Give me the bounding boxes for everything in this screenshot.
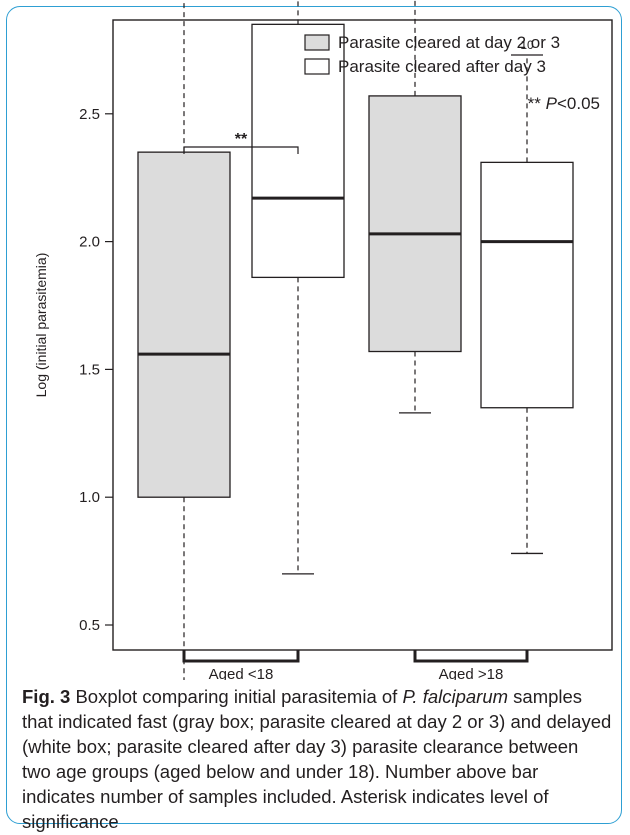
figure-frame (6, 6, 622, 824)
group-bracket (413, 650, 529, 663)
y-tick-label: 1.0 (79, 489, 100, 506)
box-iqr (480, 161, 574, 409)
caption-text-2: samples that indicated fast (gray box; p… (22, 686, 612, 832)
plot-area-border (112, 19, 613, 651)
box-iqr (368, 95, 462, 353)
significance-note: ** P<0.05 (528, 94, 600, 113)
sample-count-label: 10 (520, 38, 534, 52)
significance-note-stars: ** (528, 94, 546, 113)
box-iqr (137, 151, 231, 498)
caption-species: P. falciparum (402, 686, 509, 707)
y-tick-label: 0.5 (79, 617, 100, 634)
significance-note-threshold: <0.05 (557, 94, 600, 113)
legend-swatch (304, 58, 330, 75)
caption-text-1: Boxplot comparing initial parasitemia of (70, 686, 403, 707)
significance-note-p: P (546, 94, 558, 113)
figure-caption: Fig. 3 Boxplot comparing initial parasit… (22, 684, 612, 834)
group-label: Aged >18 (439, 666, 504, 680)
legend-label: Parasite cleared at day 2 or 3 (338, 33, 560, 52)
y-tick-label: 1.5 (79, 361, 100, 378)
caption-fig-label: Fig. 3 (22, 686, 71, 707)
legend-swatch (304, 34, 330, 51)
group-label: Aged <18 (209, 666, 274, 680)
significance-bracket (183, 146, 299, 154)
group-bracket (182, 650, 300, 663)
y-axis-label: Log (initial parasitemia) (33, 253, 49, 398)
y-tick-label: 2.0 (79, 234, 100, 251)
y-tick-label: 2.5 (79, 106, 100, 123)
significance-stars: ** (235, 131, 248, 148)
legend-label: Parasite cleared after day 3 (338, 57, 546, 76)
